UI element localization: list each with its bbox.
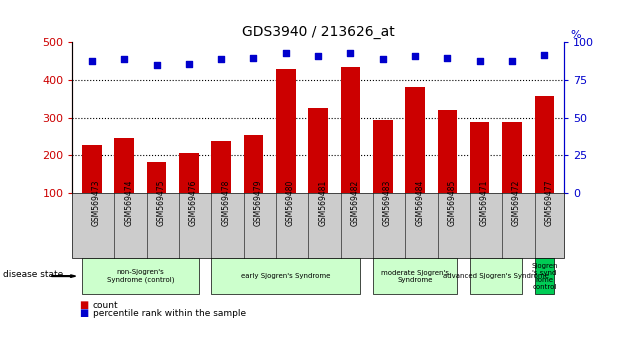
Text: percentile rank within the sample: percentile rank within the sample (93, 309, 246, 318)
Bar (438, 110, 457, 230)
Text: count: count (93, 301, 118, 310)
Text: GSM569481: GSM569481 (318, 179, 327, 226)
Point (248, 55, 258, 60)
Title: GDS3940 / 213626_at: GDS3940 / 213626_at (242, 25, 394, 39)
Text: advanced Sjogren's Syndrome: advanced Sjogren's Syndrome (443, 273, 549, 279)
Text: GSM569480: GSM569480 (286, 179, 295, 226)
Text: %: % (571, 30, 581, 40)
Text: GSM569473: GSM569473 (92, 179, 101, 226)
Text: GSM569485: GSM569485 (447, 179, 457, 226)
Text: GSM569471: GSM569471 (480, 179, 489, 226)
Bar (535, 96, 554, 230)
Text: GSM569479: GSM569479 (253, 179, 263, 226)
Bar (276, 69, 295, 230)
Bar (179, 153, 198, 230)
Bar (373, 120, 392, 230)
Text: moderate Sjogren's
Syndrome: moderate Sjogren's Syndrome (381, 270, 449, 282)
Point (539, 52, 549, 57)
Text: disease state: disease state (3, 270, 64, 279)
Point (216, 56, 226, 62)
Point (442, 55, 452, 60)
Bar (309, 108, 328, 230)
Text: Sjogren
's synd
rome
control: Sjogren 's synd rome control (531, 263, 558, 290)
Point (87, 58, 97, 63)
Point (475, 58, 485, 63)
Point (507, 58, 517, 63)
Point (313, 53, 323, 59)
Text: GSM569476: GSM569476 (189, 179, 198, 226)
Bar (341, 67, 360, 230)
Point (281, 50, 291, 56)
Point (119, 56, 129, 62)
Point (410, 53, 420, 59)
Point (345, 50, 355, 56)
Text: GSM569475: GSM569475 (156, 179, 166, 226)
Text: early Sjogren's Syndrome: early Sjogren's Syndrome (241, 273, 331, 279)
Bar (470, 122, 490, 230)
Bar (503, 122, 522, 230)
Point (184, 61, 194, 67)
Text: GSM569478: GSM569478 (221, 179, 230, 226)
Text: GSM569472: GSM569472 (512, 179, 521, 226)
Text: GSM569474: GSM569474 (124, 179, 133, 226)
Text: GSM569484: GSM569484 (415, 179, 424, 226)
Text: non-Sjogren's
Syndrome (control): non-Sjogren's Syndrome (control) (106, 269, 174, 283)
Bar (115, 138, 134, 230)
Text: GSM569477: GSM569477 (544, 179, 553, 226)
Bar (244, 135, 263, 230)
Point (151, 62, 161, 68)
Text: ■: ■ (79, 308, 88, 318)
Text: GSM569482: GSM569482 (350, 179, 360, 226)
Point (378, 56, 388, 62)
Bar (147, 162, 166, 230)
Bar (406, 87, 425, 230)
Text: ■: ■ (79, 300, 88, 310)
Bar (212, 141, 231, 230)
Text: GSM569483: GSM569483 (383, 179, 392, 226)
Bar (82, 145, 101, 230)
